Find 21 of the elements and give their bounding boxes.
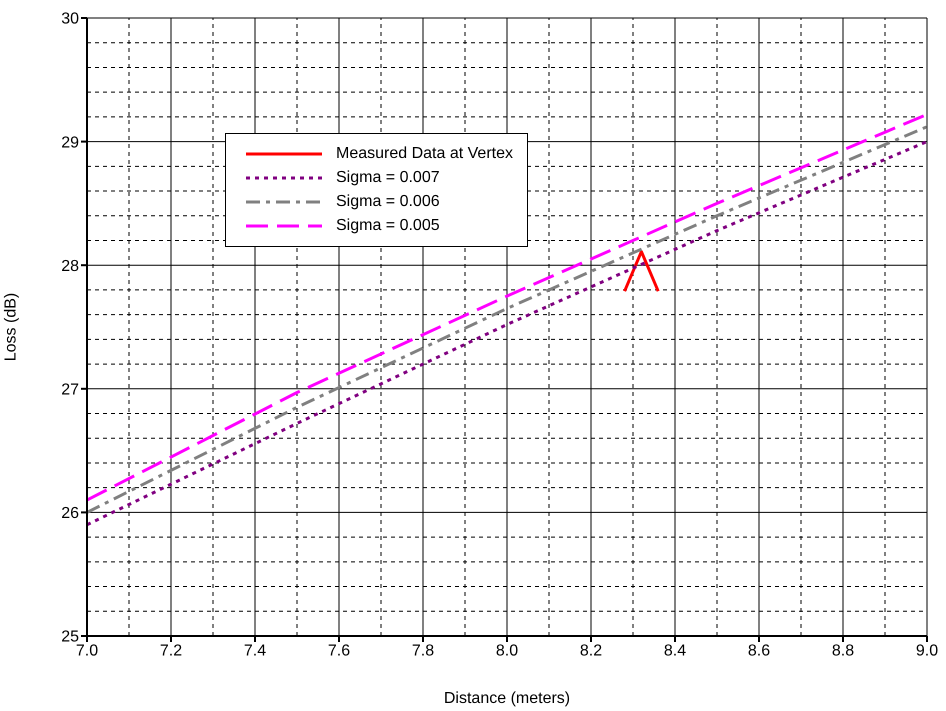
legend-label: Sigma = 0.005: [336, 217, 440, 235]
x-tick-label: 8.2: [580, 642, 602, 660]
x-tick-label: 8.4: [664, 642, 686, 660]
y-tick-label: 28: [61, 258, 80, 275]
y-tick-label: 27: [61, 381, 80, 398]
x-tick-label: 9.0: [916, 642, 938, 660]
y-axis-title: Loss (dB): [2, 292, 20, 362]
x-tick-label: 7.4: [244, 642, 266, 660]
y-tick-label: 30: [61, 10, 80, 28]
legend-label: Sigma = 0.007: [336, 169, 440, 187]
x-tick-label: 7.8: [412, 642, 434, 660]
legend-label: Sigma = 0.006: [336, 193, 440, 211]
x-tick-label: 8.6: [748, 642, 770, 660]
legend-label: Measured Data at Vertex: [336, 145, 513, 163]
y-tick-label: 29: [61, 134, 80, 152]
x-tick-label: 7.2: [160, 642, 182, 660]
x-axis-title: Distance (meters): [444, 690, 570, 707]
y-tick-label: 26: [61, 505, 80, 522]
x-tick-label: 8.8: [832, 642, 854, 660]
x-tick-label: 7.6: [328, 642, 350, 660]
x-tick-label: 8.0: [496, 642, 518, 660]
